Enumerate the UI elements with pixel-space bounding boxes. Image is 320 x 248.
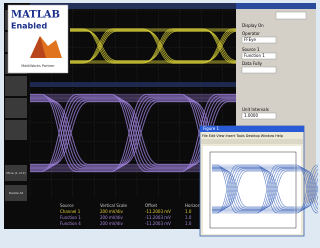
screenshot: More (1 of 2) Delete All Source Vertical… (0, 0, 318, 244)
button[interactable] (5, 98, 27, 118)
table-cell: Channel 1 (60, 209, 81, 214)
more-label: More (1 of 2) (6, 171, 25, 175)
table-header: Source (60, 203, 74, 208)
figure-toolbar (201, 139, 303, 144)
field-label: Data Fully (242, 61, 263, 66)
table-header: Offset (145, 203, 157, 208)
panel-titlebar (236, 3, 316, 9)
field-label: Source 1 (242, 47, 260, 52)
field-label: Unit Intervals (242, 107, 269, 112)
figure-window: Figure 1 File Edit View Insert Tools Des… (200, 126, 318, 236)
table-cell: 1.0 (185, 209, 192, 214)
field-value: FFEye (244, 37, 256, 42)
logo-title: MATLAB (11, 10, 60, 21)
table-cell: Function 1 (60, 215, 81, 220)
table-cell: 200 mV/div (100, 221, 124, 226)
matlab-logo: MATLAB Enabled MathWorks Partner (8, 5, 68, 73)
page: More (1 of 2) Delete All Source Vertical… (0, 0, 318, 244)
table-cell: 1.0 (185, 221, 192, 226)
button[interactable] (5, 76, 27, 96)
logo-partner: MathWorks Partner (21, 64, 55, 68)
dropdown[interactable] (242, 67, 276, 73)
field-value: Function 1 (244, 53, 265, 58)
table-cell: 1.0 (185, 215, 192, 220)
checkbox-label: Display On (242, 23, 264, 28)
table-cell: -11.2003 mV (145, 221, 171, 226)
table-cell: -11.2003 mV (145, 209, 171, 214)
table-cell: 200 mV/div (100, 215, 124, 220)
figure-title: Figure 1 (203, 126, 219, 131)
button[interactable] (5, 120, 27, 140)
table-cell: 200 mV/div (100, 209, 124, 214)
table-cell: -11.2003 mV (145, 215, 171, 220)
figure-menu: File Edit View Insert Tools Desktop Wind… (202, 134, 283, 138)
delete-label: Delete All (9, 191, 24, 195)
dropdown[interactable] (276, 12, 306, 19)
field-label: Operator (242, 31, 260, 36)
table-cell: Function 4 (60, 221, 81, 226)
table-header: Vertical Scale (100, 203, 128, 208)
logo-subtitle: Enabled (11, 22, 47, 31)
field-value: 1.0000 (244, 113, 258, 118)
figure-axes (210, 152, 296, 228)
